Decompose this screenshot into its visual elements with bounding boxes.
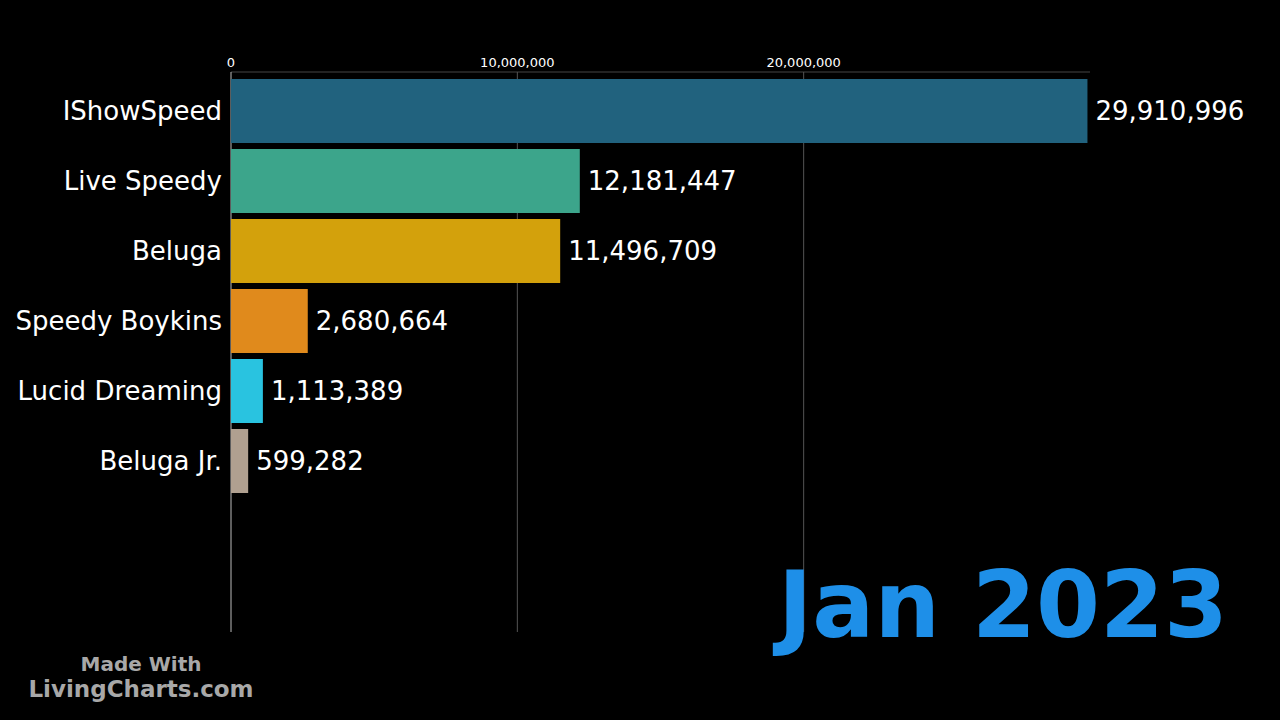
bar: [231, 289, 308, 353]
chart: 0 10,000,000 20,000,000 IShowSpeed 29,910,99…: [0, 0, 1280, 720]
background: [0, 0, 1280, 720]
category-label: Speedy Boykins: [15, 306, 222, 336]
data-label: 599,282: [256, 446, 364, 476]
date-label: Jan 2023: [772, 552, 1228, 659]
grid-line: [803, 72, 804, 632]
bar: [231, 359, 263, 423]
data-label: 1,113,389: [271, 376, 403, 406]
tick-label: 10,000,000: [480, 55, 554, 70]
data-label: 11,496,709: [568, 236, 717, 266]
bar: [231, 219, 560, 283]
watermark: Made With: [81, 652, 202, 676]
bar: [231, 149, 580, 213]
category-label: Beluga: [132, 236, 222, 266]
bars: [231, 79, 1087, 493]
data-label: 2,680,664: [316, 306, 448, 336]
data-label: 12,181,447: [588, 166, 737, 196]
tick-label: 0: [227, 55, 235, 70]
bar: [231, 429, 248, 493]
data-label: 29,910,996: [1095, 96, 1244, 126]
category-label: Lucid Dreaming: [18, 376, 222, 406]
x-axis-line: [231, 72, 1090, 73]
watermark: LivingCharts.com: [28, 676, 253, 702]
category-label: Beluga Jr.: [100, 446, 222, 476]
category-label: Live Speedy: [64, 166, 222, 196]
tick-label: 20,000,000: [766, 55, 840, 70]
category-label: IShowSpeed: [63, 96, 222, 126]
bar: [231, 79, 1087, 143]
